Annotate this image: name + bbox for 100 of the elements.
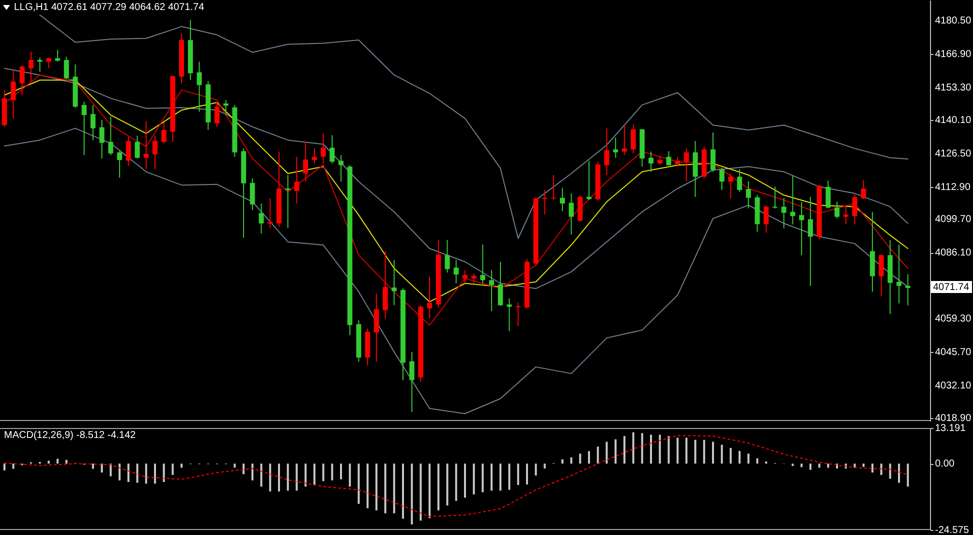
- candlestick: [604, 128, 610, 176]
- line-series: [39, 14, 908, 239]
- bar: [880, 464, 882, 475]
- bar: [472, 464, 475, 494]
- bar: [738, 450, 741, 464]
- candlestick: [568, 192, 574, 235]
- bar: [499, 464, 502, 491]
- candlestick: [551, 174, 556, 201]
- bar: [862, 464, 865, 467]
- bar: [12, 464, 14, 469]
- bar: [48, 460, 50, 464]
- bar: [127, 464, 130, 482]
- bar: [393, 464, 396, 514]
- bar: [898, 464, 900, 483]
- bar: [269, 464, 272, 492]
- bar: [420, 464, 422, 521]
- bar: [490, 464, 493, 491]
- candlestick: [799, 201, 804, 256]
- bar: [685, 438, 688, 464]
- candlestick: [427, 276, 432, 320]
- bar: [606, 442, 608, 464]
- candlestick: [374, 292, 379, 362]
- bar: [234, 464, 236, 468]
- bar: [676, 438, 679, 464]
- candlestick: [728, 173, 734, 199]
- bar: [730, 448, 732, 464]
- bar: [526, 464, 528, 484]
- bar: [836, 464, 838, 468]
- bar: [358, 464, 360, 504]
- chart-title: LLG,H1 4072.61 4077.29 4064.62 4071.74: [14, 2, 205, 13]
- candlestick: [560, 187, 565, 212]
- candlestick: [303, 141, 308, 182]
- bar: [809, 464, 812, 470]
- candlestick: [250, 178, 255, 211]
- candlestick: [684, 148, 689, 182]
- candlestick: [878, 254, 884, 297]
- bar: [596, 446, 599, 464]
- candlestick: [506, 298, 512, 332]
- candlestick: [826, 180, 831, 209]
- candlestick: [330, 134, 335, 164]
- bar: [304, 464, 307, 487]
- bar: [641, 433, 644, 464]
- bar: [340, 464, 342, 480]
- bar: [242, 464, 245, 474]
- bar: [482, 464, 484, 492]
- candlestick: [808, 196, 813, 286]
- bar: [703, 440, 706, 464]
- y-tick-label: 13.191: [935, 423, 966, 434]
- bar: [348, 464, 351, 487]
- candlestick: [648, 151, 654, 172]
- candlestick: [586, 160, 592, 201]
- y-tick-label: 4018.90: [935, 412, 972, 424]
- candlestick: [852, 194, 858, 225]
- bar: [92, 464, 94, 469]
- candlestick: [285, 174, 290, 228]
- bar: [375, 464, 378, 510]
- bar: [623, 436, 626, 464]
- candlestick: [10, 70, 16, 119]
- bar: [172, 464, 174, 475]
- bar: [118, 464, 121, 480]
- candlestick: [489, 270, 494, 312]
- candlestick: [126, 136, 131, 166]
- candlestick: [338, 154, 344, 182]
- text: 4071.74: [933, 282, 970, 293]
- candlestick: [108, 116, 114, 156]
- y-tick-label: 4126.50: [935, 148, 972, 160]
- y-tick-label: 0.00: [935, 458, 955, 470]
- candlestick: [444, 240, 450, 274]
- bar: [792, 464, 794, 466]
- candlestick: [312, 148, 317, 164]
- candlestick: [82, 101, 87, 156]
- bar: [650, 434, 652, 464]
- candlestick: [134, 135, 140, 160]
- bar: [402, 464, 404, 519]
- candlestick: [781, 197, 786, 229]
- candlestick: [152, 135, 158, 170]
- bar: [694, 440, 696, 464]
- bar: [366, 464, 369, 508]
- y-tick-label: -24.575: [935, 525, 970, 535]
- candlestick: [55, 49, 60, 62]
- bar: [561, 459, 564, 464]
- bar: [906, 464, 909, 487]
- bar: [110, 464, 112, 476]
- candlestick: [675, 156, 680, 168]
- bar: [614, 439, 617, 464]
- bar: [65, 460, 68, 464]
- bar: [313, 464, 316, 485]
- bar: [579, 454, 582, 464]
- y-tick-label: 4180.50: [935, 16, 972, 27]
- bar: [322, 464, 324, 482]
- bar: [286, 464, 289, 491]
- candlestick: [320, 132, 326, 164]
- candlestick: [516, 302, 521, 326]
- bar: [331, 464, 334, 480]
- bar: [278, 464, 280, 492]
- bar: [668, 436, 670, 464]
- bar: [455, 464, 458, 501]
- candlestick: [719, 167, 724, 190]
- candlestick: [20, 64, 25, 96]
- candlestick: [462, 270, 468, 284]
